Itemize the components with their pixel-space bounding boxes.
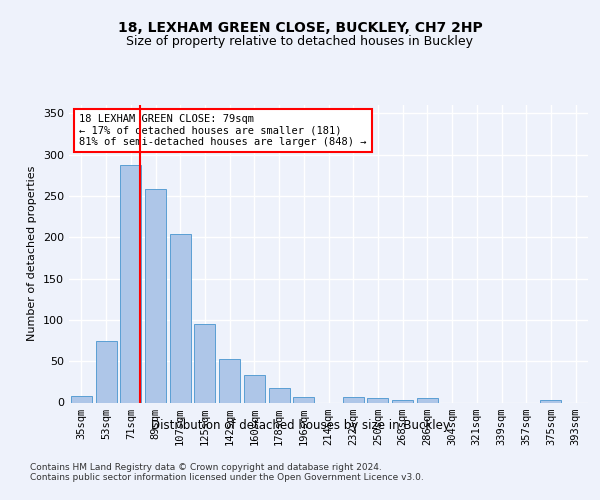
Bar [541,400,562,402]
Bar [417,398,438,402]
Bar [269,388,290,402]
Bar [219,358,240,403]
Bar [293,396,314,402]
Text: 18 LEXHAM GREEN CLOSE: 79sqm
← 17% of detached houses are smaller (181)
81% of s: 18 LEXHAM GREEN CLOSE: 79sqm ← 17% of de… [79,114,367,147]
Bar [145,190,166,402]
Text: Distribution of detached houses by size in Buckley: Distribution of detached houses by size … [151,420,449,432]
Text: Size of property relative to detached houses in Buckley: Size of property relative to detached ho… [127,34,473,48]
Bar [194,324,215,402]
Bar [367,398,388,402]
Bar [343,396,364,402]
Bar [71,396,92,402]
Y-axis label: Number of detached properties: Number of detached properties [28,166,37,342]
Bar [120,166,141,402]
Bar [170,234,191,402]
Text: Contains HM Land Registry data © Crown copyright and database right 2024.
Contai: Contains HM Land Registry data © Crown c… [30,463,424,482]
Text: 18, LEXHAM GREEN CLOSE, BUCKLEY, CH7 2HP: 18, LEXHAM GREEN CLOSE, BUCKLEY, CH7 2HP [118,20,482,34]
Bar [392,400,413,402]
Bar [95,342,116,402]
Bar [244,375,265,402]
